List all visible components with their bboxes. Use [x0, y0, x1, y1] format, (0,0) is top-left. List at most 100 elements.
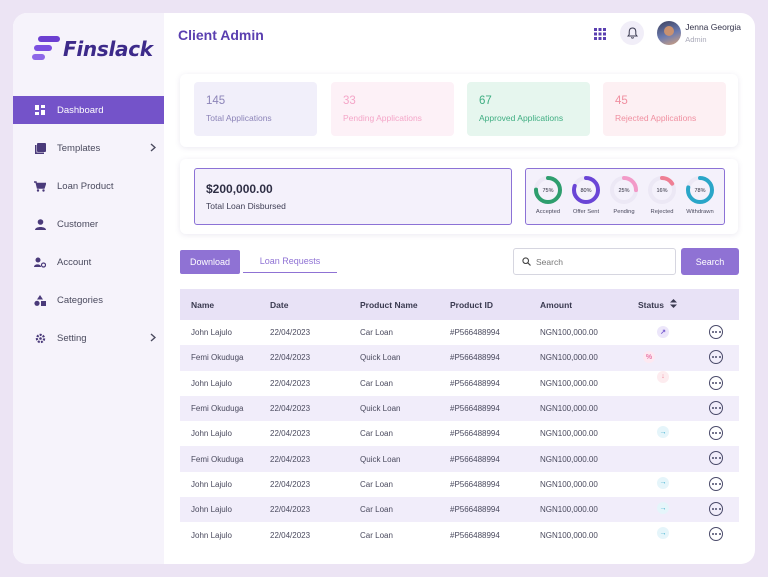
stats-panel: 145 Total Applications 33 Pending Applic… [180, 74, 738, 147]
sidebar-item-account[interactable]: Account [13, 248, 164, 276]
more-options-icon[interactable] [709, 527, 723, 542]
cell-date: 22/04/2023 [270, 454, 311, 464]
user-icon [34, 218, 46, 230]
cell-amount: NGN100,000.00 [540, 479, 598, 489]
table-row[interactable]: Femi Okuduga 22/04/2023 Quick Loan #P566488… [180, 446, 739, 472]
cell-product-name: Quick Loan [360, 454, 401, 464]
page-title: Client Admin [178, 27, 264, 43]
cell-status: ↗ [638, 320, 693, 345]
cell-status: → [638, 497, 693, 522]
table-row[interactable]: John Lajulo 22/04/2023 Car Loan #P566488994… [180, 497, 739, 523]
column-header-amount[interactable]: Amount [540, 299, 573, 310]
download-button[interactable]: Download [180, 250, 240, 274]
chevron-right-icon [150, 143, 157, 155]
cell-amount: NGN100,000.00 [540, 429, 598, 439]
rate-value: 16% [656, 188, 667, 194]
total-disbursed-card: $200,000.00 Total Loan Disbursed [194, 168, 512, 225]
status-forwarded-icon: → [657, 502, 669, 515]
table-row[interactable]: John Lajulo 22/04/2023 Car Loan #P566488994… [180, 522, 739, 547]
column-header-product-id[interactable]: Product ID [450, 299, 493, 310]
cell-product-id: #P566488994 [450, 479, 500, 489]
cell-date: 22/04/2023 [270, 378, 311, 388]
stat-total-applications[interactable]: 145 Total Applications [194, 82, 317, 136]
more-options-icon[interactable] [709, 451, 723, 466]
loan-requests-table: Name Date Product Name Product ID Amount… [180, 289, 739, 548]
sidebar-item-label: Loan Product [57, 180, 114, 192]
sidebar-item-label: Setting [57, 332, 87, 344]
sidebar-item-loan-product[interactable]: Loan Product [13, 172, 164, 200]
cell-name: John Lajulo [191, 479, 232, 489]
column-header-product-name[interactable]: Product Name [360, 299, 418, 310]
cell-status: % [638, 345, 693, 370]
status-forwarded-icon: → [657, 476, 669, 489]
cell-date: 22/04/2023 [270, 479, 311, 489]
avatar[interactable] [657, 21, 682, 45]
column-header-date[interactable]: Date [270, 299, 289, 310]
table-row[interactable]: Femi Okuduga 22/04/2023 Quick Loan #P566488… [180, 345, 739, 371]
more-options-icon[interactable] [709, 426, 723, 441]
rate-offer-sent: 80% Offer Sent [568, 175, 604, 215]
tab-loan-requests[interactable]: Loan Requests [243, 253, 337, 273]
cell-product-name: Car Loan [360, 530, 393, 540]
cell-product-name: Car Loan [360, 429, 393, 439]
sidebar-item-templates[interactable]: Templates [13, 134, 164, 162]
table-row[interactable]: John Lajulo 22/04/2023 Car Loan #P566488994… [180, 370, 739, 396]
column-header-name[interactable]: Name [191, 299, 215, 310]
rate-label: Rejected [650, 209, 674, 215]
table-row[interactable]: John Lajulo 22/04/2023 Car Loan #P566488994… [180, 421, 739, 446]
cell-status [638, 396, 693, 421]
sort-icon[interactable] [669, 299, 677, 310]
rate-accepted: 75% Accepted [530, 175, 566, 215]
table-row[interactable]: John Lajulo 22/04/2023 Car Loan #P566488994… [180, 320, 739, 345]
rate-rejected: 16% Rejected [644, 175, 680, 215]
cell-name: John Lajulo [191, 530, 232, 540]
more-options-icon[interactable] [709, 325, 723, 339]
search-input[interactable] [536, 256, 666, 267]
rate-label: Withdrawn [686, 209, 714, 215]
notification-bell-icon[interactable] [620, 21, 645, 45]
donut-ring: 75% [534, 176, 562, 204]
sidebar-item-setting[interactable]: Setting [13, 324, 164, 352]
stat-rejected-applications[interactable]: 45 Rejected Applications [603, 82, 726, 136]
sidebar-item-customer[interactable]: Customer [13, 210, 164, 238]
cell-product-id: #P566488994 [450, 429, 500, 439]
search-button[interactable]: Search [681, 248, 739, 275]
rate-value: 75% [542, 188, 553, 194]
more-options-icon[interactable] [709, 400, 723, 415]
more-options-icon[interactable] [709, 502, 723, 517]
stat-label: Approved Applications [479, 113, 564, 123]
cell-amount: NGN100,000.00 [540, 328, 598, 338]
stat-value: 67 [479, 95, 492, 107]
header-actions: Jenna Georgia Admin [594, 21, 741, 45]
account-user-gear-icon [34, 256, 46, 268]
sidebar: Finslack Dashboard Templates [13, 13, 164, 564]
table-header: Name Date Product Name Product ID Amount… [180, 289, 739, 320]
user-role: Admin [685, 35, 707, 44]
cell-status: → [638, 421, 693, 446]
table-row[interactable]: Femi Okuduga 22/04/2023 Quick Loan #P566488… [180, 395, 739, 422]
column-header-status[interactable]: Status [638, 299, 693, 310]
cell-amount: NGN100,000.00 [540, 530, 598, 540]
stat-pending-applications[interactable]: 33 Pending Applications [331, 82, 454, 136]
donut-ring: 16% [648, 176, 676, 204]
cell-date: 22/04/2023 [270, 404, 311, 414]
table-row[interactable]: John Lajulo 22/04/2023 Car Loan #P566488994… [180, 472, 739, 497]
sidebar-item-categories[interactable]: Categories [13, 286, 164, 314]
sidebar-item-dashboard[interactable]: Dashboard [13, 96, 164, 124]
summary-panel: $200,000.00 Total Loan Disbursed 75% Acc… [180, 159, 738, 234]
more-options-icon[interactable] [709, 350, 723, 365]
user-info[interactable]: Jenna Georgia Admin [685, 22, 741, 44]
cell-name: John Lajulo [191, 429, 232, 439]
more-options-icon[interactable] [709, 375, 723, 390]
app-frame: Finslack Dashboard Templates [13, 13, 755, 564]
more-options-icon[interactable] [709, 476, 723, 491]
donut-ring: 78% [686, 176, 714, 204]
cell-date: 22/04/2023 [270, 505, 311, 515]
disbursed-label: Total Loan Disbursed [206, 201, 286, 211]
cell-amount: NGN100,000.00 [540, 353, 598, 363]
stat-approved-applications[interactable]: 67 Approved Applications [467, 82, 590, 136]
cell-status: → [638, 472, 693, 497]
apps-grid-icon[interactable] [594, 27, 607, 40]
sidebar-item-label: Templates [57, 142, 101, 154]
status-forwarded-icon: → [657, 527, 669, 540]
